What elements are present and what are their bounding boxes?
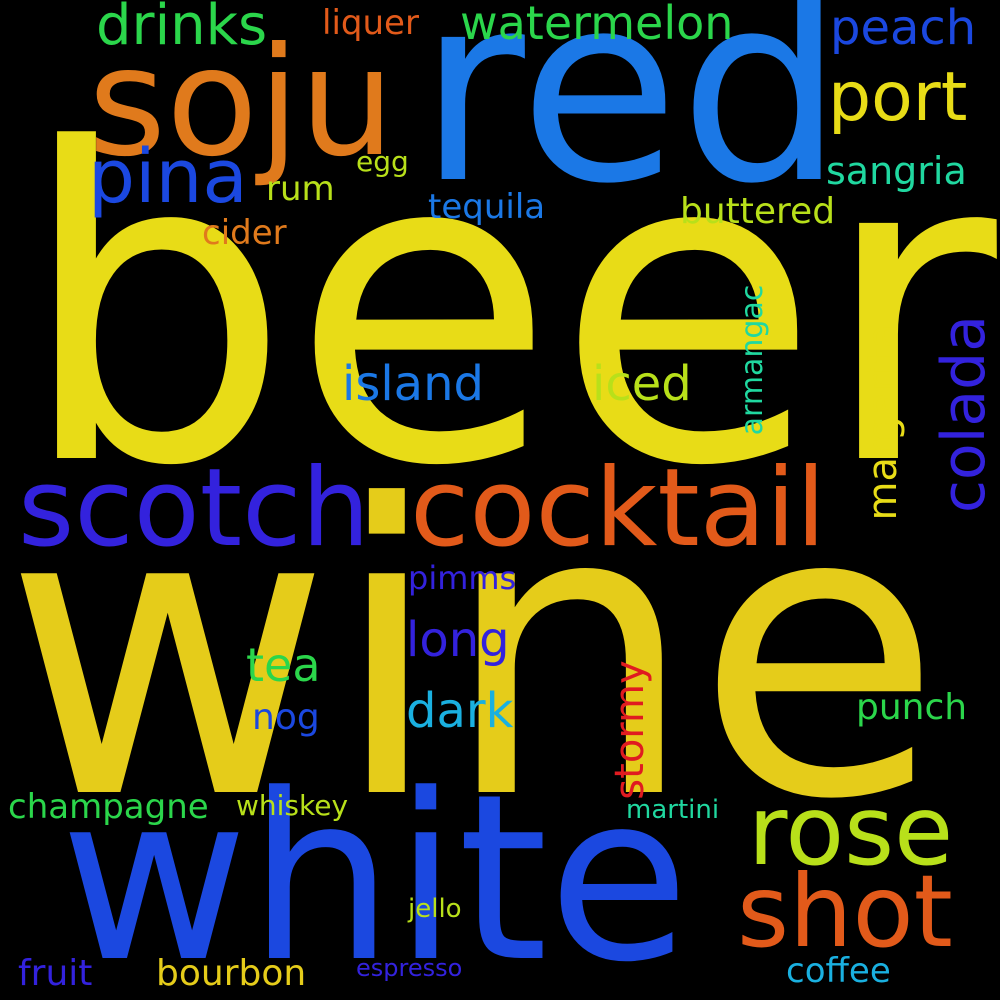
word-shot: shot	[737, 853, 953, 970]
word-buttered: buttered	[680, 191, 836, 232]
word-pina: pina	[88, 134, 248, 220]
word-whiskey: whiskey	[236, 789, 349, 822]
word-bourbon: bourbon	[156, 953, 307, 994]
word-pimms: pimms	[408, 559, 517, 597]
word-armangac: armangac	[735, 284, 770, 436]
word-red: red	[418, 0, 845, 241]
word-long: long	[406, 612, 510, 668]
word-iced: iced	[592, 356, 692, 412]
word-watermelon: watermelon	[460, 0, 734, 50]
word-dark: dark	[406, 683, 514, 739]
word-jello: jello	[408, 894, 462, 924]
word-martini: martini	[626, 795, 720, 825]
word-champagne: champagne	[8, 787, 209, 827]
word-cocktail: cocktail	[410, 446, 826, 571]
word-fruit: fruit	[18, 953, 93, 994]
word-cider: cider	[202, 213, 287, 253]
word-coffee: coffee	[786, 951, 891, 991]
word-nog: nog	[252, 697, 320, 738]
word-tea: tea	[246, 638, 321, 692]
word-beer: beer	[18, 60, 997, 560]
word-espresso: espresso	[356, 954, 463, 982]
word-drinks: drinks	[96, 0, 268, 58]
word-egg: egg	[356, 145, 409, 178]
word-scotch: scotch	[18, 446, 370, 571]
word-white: white	[60, 746, 690, 1000]
word-liquer: liquer	[322, 3, 419, 43]
word-sangria: sangria	[826, 149, 967, 193]
word-stormy: stormy	[607, 660, 653, 800]
word-margarita: margarita	[860, 323, 906, 521]
word-rose: rose	[748, 775, 954, 887]
word-peach: peach	[830, 0, 977, 56]
word-punch: punch	[856, 687, 968, 728]
word-soju: soju	[88, 16, 395, 190]
word-tequila: tequila	[428, 187, 546, 227]
word-port: port	[828, 58, 968, 137]
word-rum: rum	[266, 169, 335, 209]
word-wine: wine	[4, 422, 942, 887]
word-colada: colada	[929, 315, 999, 513]
word-island: island	[342, 356, 484, 412]
